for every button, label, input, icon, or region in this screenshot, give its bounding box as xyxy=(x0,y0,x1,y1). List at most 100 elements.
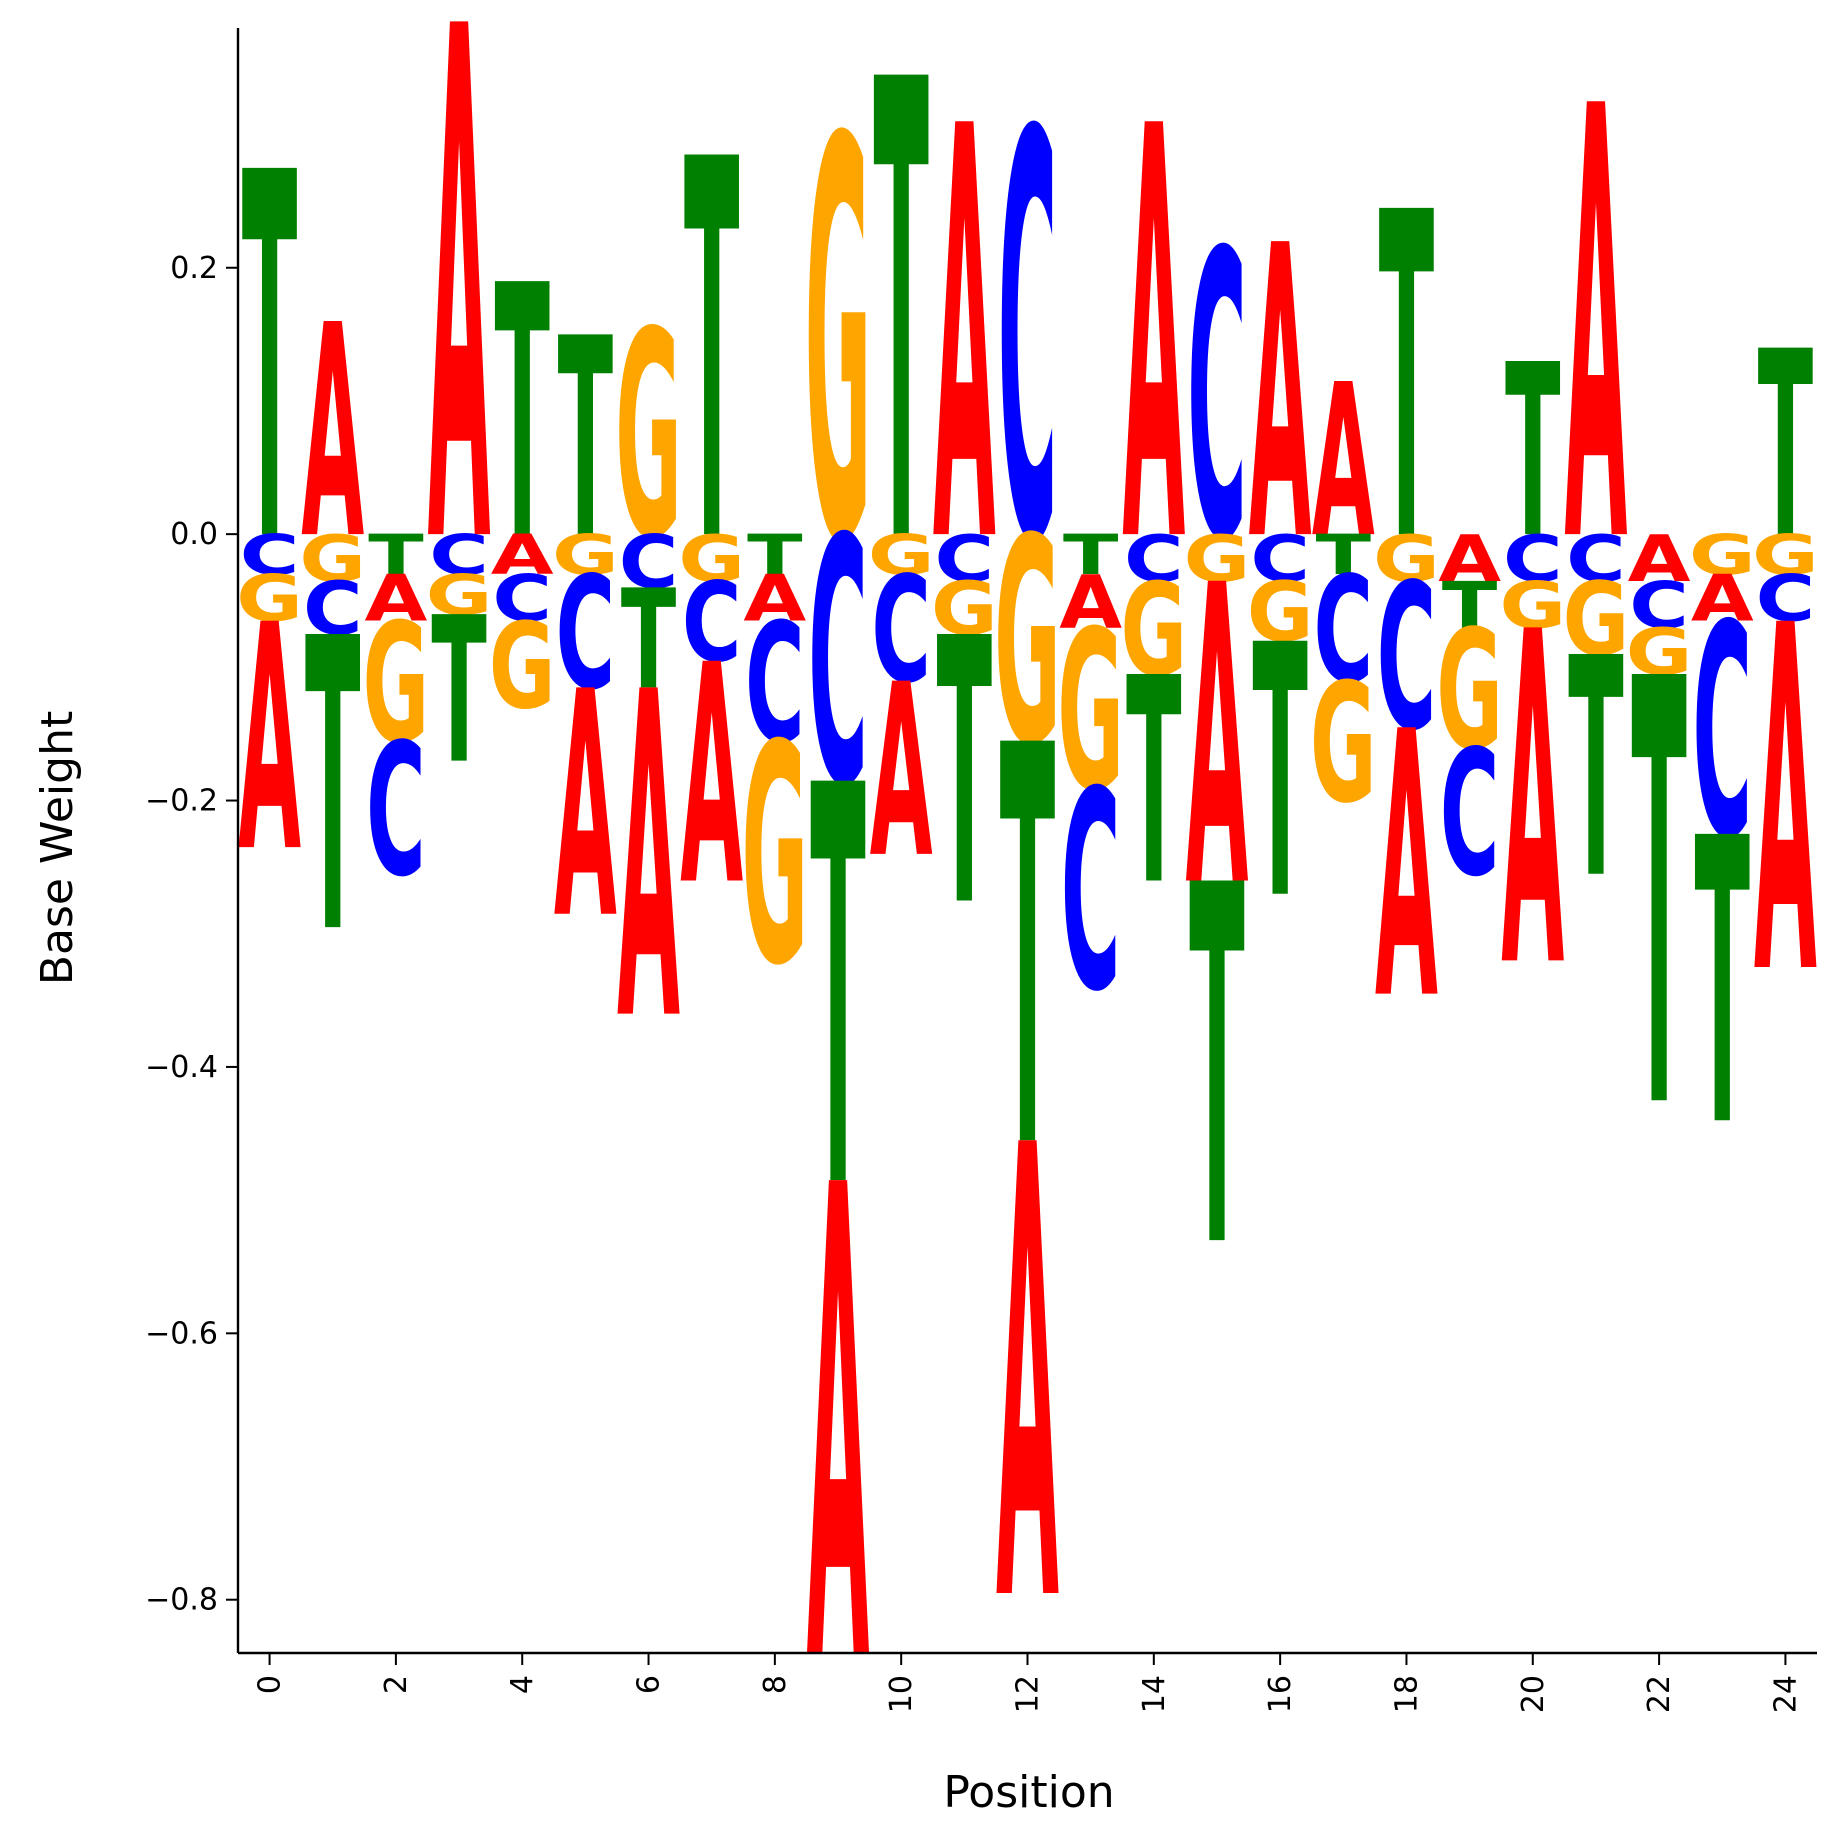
logo-letter-G-pos-14: G xyxy=(1120,557,1187,705)
logo-letter-A-pos-24: A xyxy=(1754,528,1817,1080)
logo-letter-T-pos-23: T xyxy=(1695,756,1751,1213)
y-tick-label: −0.4 xyxy=(145,1050,218,1085)
logo-letter-C-pos-8: C xyxy=(745,588,805,779)
logo-letter-G-pos-12: G xyxy=(994,480,1061,809)
logo-letter-A-pos-11: A xyxy=(933,9,996,668)
logo-letter-G-pos-16: G xyxy=(1247,565,1314,661)
x-tick-label: 24 xyxy=(1768,1675,1803,1713)
logo-letter-T-pos-4: T xyxy=(495,213,550,616)
logo-letter-C-pos-2: C xyxy=(366,706,426,918)
logo-letter-C-pos-14: C xyxy=(1124,522,1184,596)
logo-letter-A-pos-19: A xyxy=(1438,522,1501,596)
logo-letter-A-pos-10: A xyxy=(870,633,933,910)
x-tick-label: 14 xyxy=(1137,1675,1172,1713)
x-tick-label: 10 xyxy=(884,1675,919,1713)
logo-letter-T-pos-15: T xyxy=(1189,784,1245,1358)
x-tick-label: 6 xyxy=(632,1675,667,1694)
logo-letter-A-pos-22: A xyxy=(1628,522,1691,596)
x-axis-title: Position xyxy=(943,1767,1114,1818)
logo-letter-A-pos-3: A xyxy=(428,0,491,701)
logo-letter-T-pos-21: T xyxy=(1568,595,1623,946)
y-tick-label: −0.2 xyxy=(145,784,218,819)
logo-letter-G-pos-0: G xyxy=(236,562,303,636)
logo-letter-C-pos-12: C xyxy=(998,16,1058,665)
logo-letter-C-pos-1: C xyxy=(303,567,363,652)
logo-letter-A-pos-8: A xyxy=(743,562,806,636)
logo-letter-A-pos-20: A xyxy=(1501,537,1564,1069)
logo-letter-T-pos-17: T xyxy=(1316,524,1371,587)
logo-letter-T-pos-0: T xyxy=(242,68,298,653)
logo-letter-T-pos-13: T xyxy=(1063,524,1118,587)
logo-letter-T-pos-6: T xyxy=(621,560,677,721)
x-tick-label: 20 xyxy=(1516,1675,1551,1713)
y-tick-label: −0.8 xyxy=(145,1583,218,1618)
logo-letter-G-pos-5: G xyxy=(552,524,619,587)
logo-letter-A-pos-16: A xyxy=(1249,163,1312,630)
logo-letter-C-pos-15: C xyxy=(1187,170,1247,627)
logo-letter-A-pos-2: A xyxy=(364,562,427,636)
logo-letter-G-pos-17: G xyxy=(1310,648,1377,839)
y-axis-title: Base Weight xyxy=(32,711,83,985)
logo-letter-C-pos-6: C xyxy=(619,520,679,605)
logo-letter-C-pos-4: C xyxy=(492,562,552,636)
logo-letter-C-pos-10: C xyxy=(871,545,931,716)
logo-letter-C-pos-17: C xyxy=(1314,545,1374,716)
logo-letter-G-pos-10: G xyxy=(868,524,935,587)
y-tick-label: 0.0 xyxy=(170,517,218,552)
logo-letter-C-pos-3: C xyxy=(429,524,489,587)
axes-layer: −0.8−0.6−0.4−0.20.00.20 2 4 6 8 10 12 14 16 18 20 2… xyxy=(145,28,1817,1713)
x-tick-label: 0 xyxy=(253,1675,288,1694)
logo-letter-C-pos-24: C xyxy=(1756,562,1816,636)
logo-letter-A-pos-13: A xyxy=(1059,560,1122,645)
logo-letter-A-pos-6: A xyxy=(617,598,680,1120)
logo-letter-G-pos-20: G xyxy=(1499,569,1566,643)
logo-letter-C-pos-18: C xyxy=(1377,542,1437,775)
logo-letter-G-pos-11: G xyxy=(931,567,998,652)
logo-letter-T-pos-19: T xyxy=(1442,569,1498,643)
x-tick-label: 18 xyxy=(1389,1675,1424,1713)
logo-letter-G-pos-24: G xyxy=(1752,524,1819,587)
logo-letter-A-pos-14: A xyxy=(1122,9,1185,668)
logo-letter-T-pos-7: T xyxy=(684,51,740,657)
x-tick-label: 12 xyxy=(1011,1675,1046,1713)
logo-letter-A-pos-1: A xyxy=(301,263,364,604)
logo-letter-T-pos-10: T xyxy=(873,0,929,683)
logo-letter-G-pos-23: G xyxy=(1689,524,1756,587)
logo-letter-G-pos-13: G xyxy=(1057,584,1124,839)
logo-letter-G-pos-21: G xyxy=(1563,561,1630,679)
logo-letter-A-pos-18: A xyxy=(1375,655,1438,1080)
logo-letter-A-pos-5: A xyxy=(554,625,617,988)
logo-letter-G-pos-6: G xyxy=(615,273,682,602)
logo-letter-G-pos-19: G xyxy=(1436,595,1503,786)
logo-letter-T-pos-24: T xyxy=(1758,297,1813,595)
x-tick-label: 22 xyxy=(1642,1675,1677,1713)
logo-letter-T-pos-1: T xyxy=(305,556,361,1023)
logo-letter-A-pos-7: A xyxy=(680,602,743,953)
logo-letter-T-pos-11: T xyxy=(937,562,993,987)
logo-letter-T-pos-8: T xyxy=(747,524,802,587)
logo-letter-T-pos-12: T xyxy=(1000,632,1056,1270)
logo-letter-C-pos-23: C xyxy=(1692,563,1752,904)
x-tick-label: 16 xyxy=(1263,1675,1298,1713)
logo-letter-A-pos-0: A xyxy=(238,558,301,921)
logo-letter-C-pos-20: C xyxy=(1503,522,1563,596)
logo-letter-G-pos-22: G xyxy=(1626,615,1693,689)
logo-letter-C-pos-19: C xyxy=(1440,712,1500,914)
logo-letter-C-pos-5: C xyxy=(556,544,616,724)
logo-letter-T-pos-5: T xyxy=(558,279,613,599)
logo-letter-C-pos-21: C xyxy=(1566,522,1626,596)
logo-letter-C-pos-22: C xyxy=(1629,569,1689,643)
logo-letter-A-pos-23: A xyxy=(1691,562,1754,636)
x-tick-label: 2 xyxy=(379,1675,414,1694)
logo-letter-T-pos-9: T xyxy=(810,672,866,1310)
logo-letter-T-pos-16: T xyxy=(1252,573,1307,976)
logo-letter-G-pos-4: G xyxy=(489,598,556,736)
logo-letter-T-pos-14: T xyxy=(1126,619,1181,948)
logo-letter-C-pos-9: C xyxy=(808,467,868,860)
logo-letter-A-pos-21: A xyxy=(1565,0,1628,674)
logo-letter-A-pos-4: A xyxy=(491,524,554,587)
logo-letter-A-pos-15: A xyxy=(1186,499,1249,978)
